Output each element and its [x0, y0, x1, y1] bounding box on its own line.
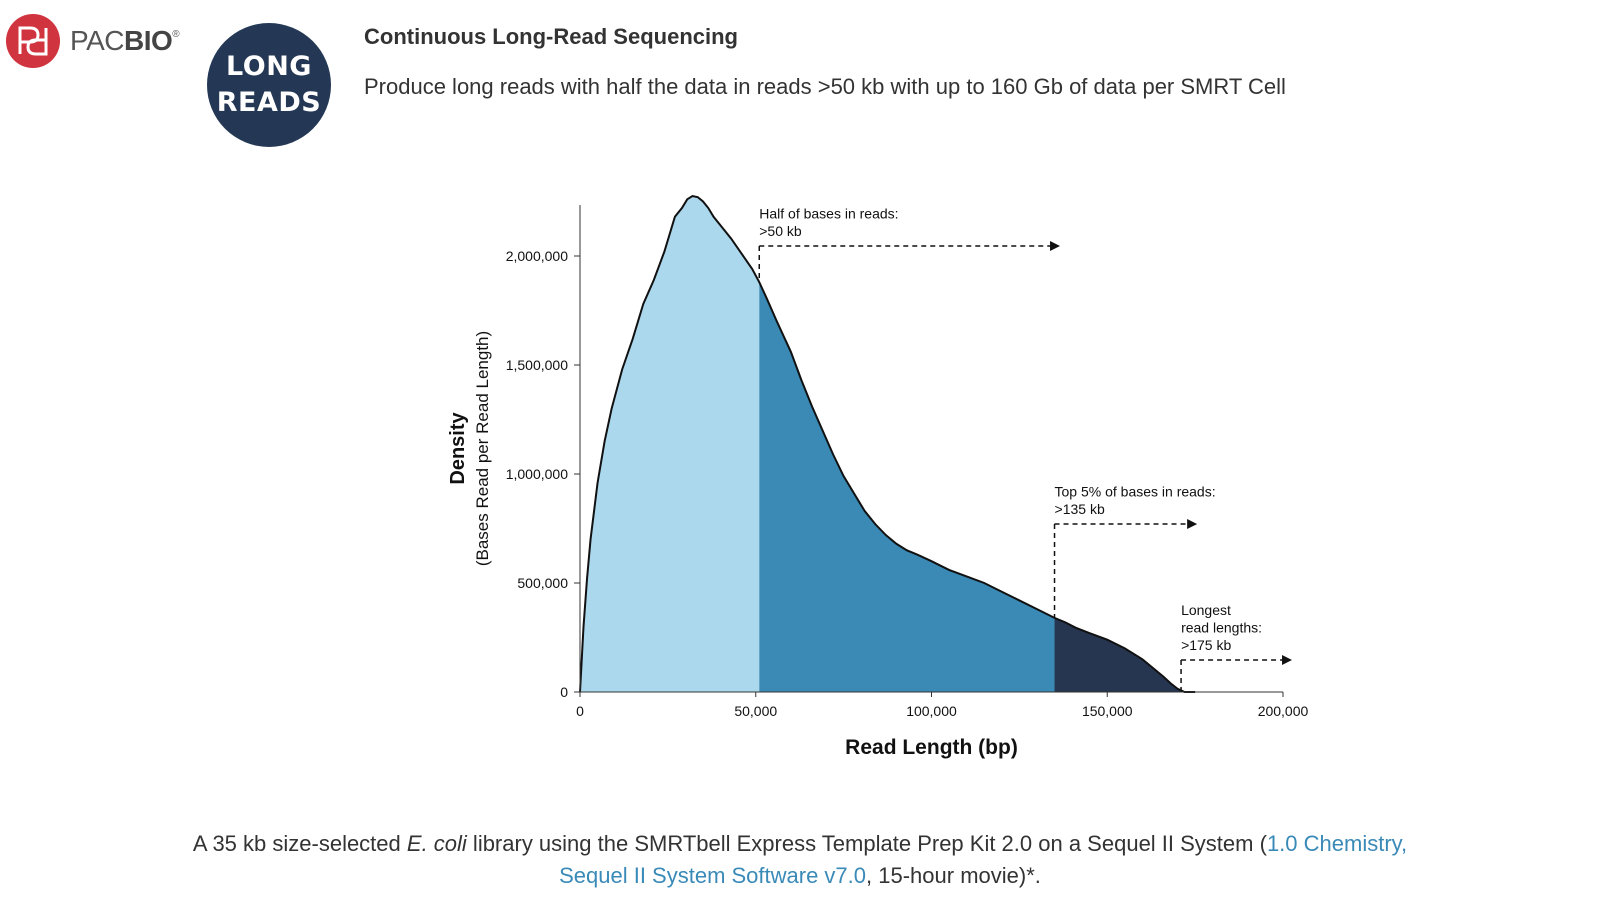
- y-tick-label: 500,000: [517, 575, 568, 591]
- annotation-label: Longest: [1181, 602, 1231, 618]
- x-tick-label: 100,000: [906, 703, 957, 719]
- x-tick-label: 50,000: [734, 703, 777, 719]
- badge-line-1: LONG: [226, 51, 312, 82]
- y-tick-label: 1,000,000: [506, 466, 568, 482]
- long-reads-badge: LONG READS: [207, 23, 331, 147]
- y-tick-label: 0: [560, 684, 568, 700]
- pacbio-logo-icon: [6, 14, 60, 68]
- y-axis-sublabel: (Bases Read per Read Length): [473, 331, 492, 566]
- chemistry-software-link[interactable]: 1.0 Chemistry, Sequel II System Software…: [559, 831, 1408, 888]
- annotation-label: >175 kb: [1181, 637, 1231, 653]
- density-region-2: [759, 282, 1055, 692]
- annotation-label: >135 kb: [1055, 501, 1105, 517]
- badge-line-2: READS: [216, 87, 322, 118]
- annotation-label: >50 kb: [759, 223, 802, 239]
- density-curve: [579, 194, 1196, 693]
- caption-text-1: A 35 kb size-selected: [192, 831, 407, 856]
- pacbio-logo: PACBIO®: [6, 14, 180, 68]
- caption-text-2: library using the SMRTbell Express Templ…: [466, 831, 1267, 856]
- pacbio-wordmark: PACBIO®: [70, 25, 180, 56]
- annotation-label: read lengths:: [1181, 620, 1262, 636]
- x-axis-label: Read Length (bp): [845, 736, 1018, 759]
- x-tick-label: 0: [576, 703, 584, 719]
- annotation-label: Half of bases in reads:: [759, 206, 898, 222]
- y-tick-label: 1,500,000: [506, 357, 568, 373]
- caption-text-3: , 15-hour movie)*.: [866, 863, 1041, 888]
- caption-species: E. coli: [406, 831, 467, 856]
- y-tick-label: 2,000,000: [506, 248, 568, 264]
- x-tick-label: 150,000: [1082, 703, 1133, 719]
- page-heading: Continuous Long-Read Sequencing: [364, 24, 738, 49]
- chart-annotations: Half of bases in reads:>50 kb Top 5% of b…: [758, 206, 1293, 691]
- density-region-3: [1054, 617, 1196, 692]
- y-axis-label-group: Density (Bases Read per Read Length): [447, 331, 492, 566]
- x-tick-label: 200,000: [1258, 703, 1309, 719]
- density-region-1: [580, 196, 760, 693]
- density-regions: [580, 196, 1196, 693]
- figure-caption: A 35 kb size-selected E. coli library us…: [180, 828, 1420, 892]
- annotation-label: Top 5% of bases in reads:: [1055, 484, 1216, 500]
- axis-ticks: 0 500,000 1,000,000 1,500,000 2,000,000 0 50,0…: [506, 248, 1309, 719]
- page-subheading: Produce long reads with half the data in…: [364, 74, 1286, 99]
- y-axis-label: Density: [447, 412, 469, 485]
